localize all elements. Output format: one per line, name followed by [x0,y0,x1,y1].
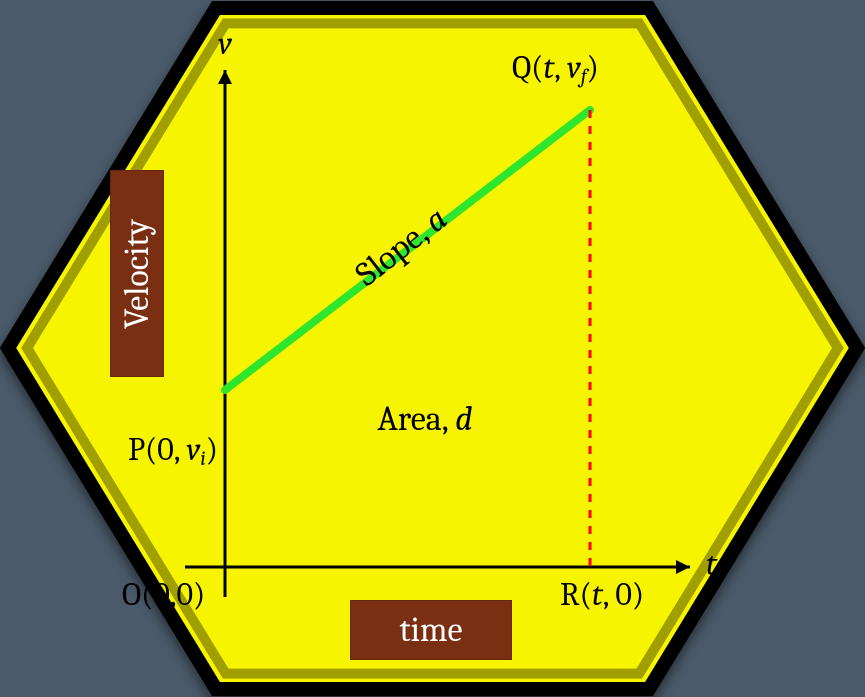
velocity-axis-box: Velocity [110,170,164,377]
y-axis-label: v [218,25,232,62]
point-o-label: O(0,0) [122,576,205,613]
velocity-axis-box-text: Velocity [117,219,157,329]
time-axis-box-text: time [399,610,462,650]
time-axis-box: time [350,600,512,660]
x-axis-label: t [706,545,718,582]
diagram-stage: v t O(0,0) P(0, vi) Q(t, vf) R(t, 0) Slo… [0,0,865,697]
point-r-label: R(t, 0) [560,576,644,613]
area-label: Area, d [377,399,472,439]
point-q-label: Q(t, vf) [512,49,599,89]
